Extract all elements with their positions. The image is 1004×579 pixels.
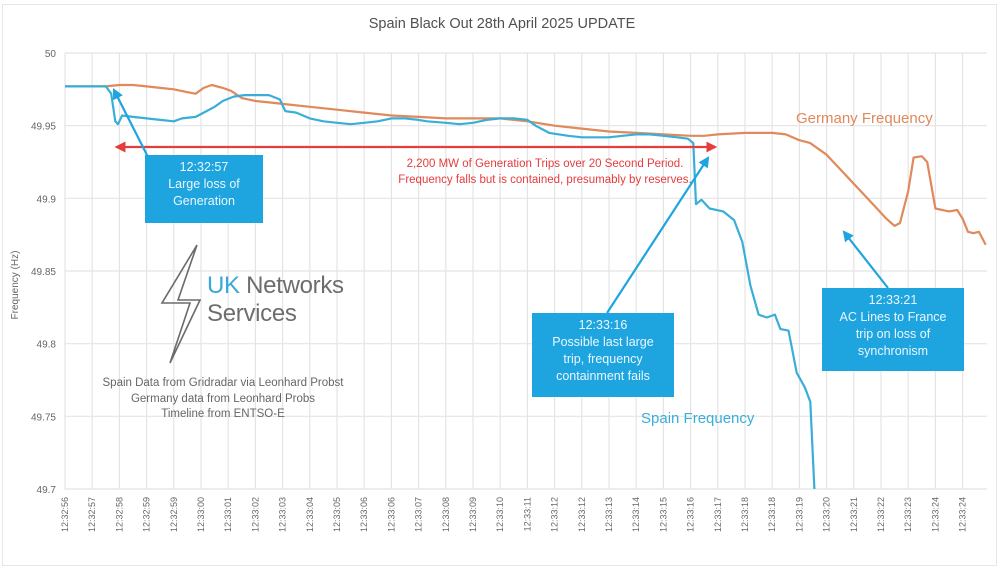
logo-services: Services xyxy=(207,300,297,327)
x-tick-label: 12:33:09 xyxy=(468,497,478,532)
y-tick-label: 50 xyxy=(45,49,57,60)
uk-networks-services-logo: UK Networks Services xyxy=(207,272,344,328)
chart-frame xyxy=(2,4,997,566)
x-tick-label: 12:32:57 xyxy=(87,497,97,532)
callout-text: trip, frequency xyxy=(563,352,643,366)
callout-text: trip on loss of xyxy=(855,327,931,341)
callout-text: synchronism xyxy=(857,344,929,358)
x-tick-label: 12:33:12 xyxy=(577,497,587,532)
y-tick-label: 49.7 xyxy=(37,485,57,496)
x-tick-label: 12:33:19 xyxy=(794,497,804,532)
credit-germany: Germany data from Leonhard Probs xyxy=(130,392,316,405)
series-line-germany-frequency xyxy=(65,83,987,246)
x-tick-label: 12:33:04 xyxy=(305,497,315,532)
callout-text: containment fails xyxy=(556,369,650,383)
x-tick-label: 12:32:59 xyxy=(169,497,179,532)
legend-spain-frequency: Spain Frequency xyxy=(641,410,755,427)
callout-arrow-last-trip xyxy=(606,156,710,314)
y-axis-label: Frequency (Hz) xyxy=(10,251,21,320)
y-tick-label: 49.9 xyxy=(37,194,57,205)
x-tick-label: 12:33:14 xyxy=(631,497,641,532)
x-tick-label: 12:33:10 xyxy=(495,497,505,532)
x-tick-label: 12:33:01 xyxy=(223,497,233,532)
annotation-arrows xyxy=(113,88,889,314)
credit-spain: Spain Data from Gridradar via Leonhard P… xyxy=(102,377,344,389)
x-tick-label: 12:33:17 xyxy=(713,497,723,532)
x-tick-label: 12:33:24 xyxy=(930,497,940,532)
x-tick-label: 12:32:59 xyxy=(142,497,152,532)
y-axis-ticks: 50 49.95 49.9 49.85 49.8 49.75 49.7 xyxy=(31,49,56,496)
y-tick-label: 49.95 xyxy=(31,122,56,133)
x-tick-label: 12:32:58 xyxy=(114,497,124,532)
x-tick-label: 12:33:07 xyxy=(414,497,424,532)
x-tick-label: 12:33:11 xyxy=(522,497,532,531)
y-tick-label: 49.75 xyxy=(31,412,56,423)
x-tick-label: 12:33:15 xyxy=(658,497,668,532)
x-tick-label: 12:33:18 xyxy=(767,497,777,532)
x-tick-label: 12:33:13 xyxy=(604,497,614,532)
x-tick-label: 12:33:08 xyxy=(441,497,451,532)
series-line-spain-frequency xyxy=(65,85,816,490)
x-tick-label: 12:33:06 xyxy=(359,497,369,532)
legend-germany-frequency: Germany Frequency xyxy=(796,110,933,127)
x-tick-label: 12:33:03 xyxy=(278,497,288,532)
x-tick-label: 12:33:18 xyxy=(740,497,750,532)
x-tick-label: 12:33:05 xyxy=(332,497,342,532)
x-tick-label: 12:33:23 xyxy=(903,497,913,532)
x-tick-label: 12:33:00 xyxy=(196,497,206,532)
callout-time: 12:33:21 xyxy=(868,293,918,307)
credit-timeline: Timeline from ENTSO-E xyxy=(161,408,285,420)
callout-loss-of-generation: 12:32:57 Large loss of Generation xyxy=(145,155,263,223)
x-tick-label: 12:33:02 xyxy=(250,497,260,532)
y-tick-label: 49.85 xyxy=(31,267,56,278)
callout-text: Generation xyxy=(173,194,235,208)
generation-trips-note-line1: 2,200 MW of Generation Trips over 20 Sec… xyxy=(406,158,684,170)
x-tick-label: 12:33:16 xyxy=(686,497,696,532)
chart-title: Spain Black Out 28th April 2025 UPDATE xyxy=(368,16,636,32)
x-tick-label: 12:33:06 xyxy=(386,497,396,532)
grid xyxy=(64,52,987,490)
x-tick-label: 12:33:24 xyxy=(958,497,968,532)
x-tick-label: 12:33:21 xyxy=(849,497,859,532)
callout-time: 12:32:57 xyxy=(179,160,229,174)
logo-uk: UK xyxy=(207,272,240,299)
logo-networks: Networks xyxy=(239,272,344,299)
callout-last-large-trip: 12:33:16 Possible last large trip, frequ… xyxy=(532,313,674,397)
y-tick-label: 49.8 xyxy=(37,340,57,351)
generation-trips-note-line2: Frequency falls but is contained, presum… xyxy=(398,174,692,186)
callout-time: 12:33:16 xyxy=(578,318,628,332)
callout-arrow-france xyxy=(842,230,889,289)
callout-text: Large loss of xyxy=(168,177,240,191)
x-tick-label: 12:33:20 xyxy=(822,497,832,532)
callout-ac-lines-france: 12:33:21 AC Lines to France trip on loss… xyxy=(822,288,964,371)
x-tick-label: 12:32:56 xyxy=(60,497,70,532)
x-tick-label: 12:33:22 xyxy=(876,497,886,532)
callout-text: AC Lines to France xyxy=(839,310,947,324)
x-tick-label: 12:33:12 xyxy=(550,497,560,532)
data-credits: Spain Data from Gridradar via Leonhard P… xyxy=(58,376,388,423)
lightning-bolt-icon xyxy=(160,244,202,364)
x-axis-ticks: 12:32:56 12:32:57 12:32:58 12:32:59 12:32:59… xyxy=(60,497,968,532)
generation-trips-note: 2,200 MW of Generation Trips over 20 Sec… xyxy=(285,156,805,188)
series-lines xyxy=(65,83,987,490)
callout-text: Possible last large xyxy=(552,335,654,349)
callout-arrow-loss xyxy=(113,88,149,158)
